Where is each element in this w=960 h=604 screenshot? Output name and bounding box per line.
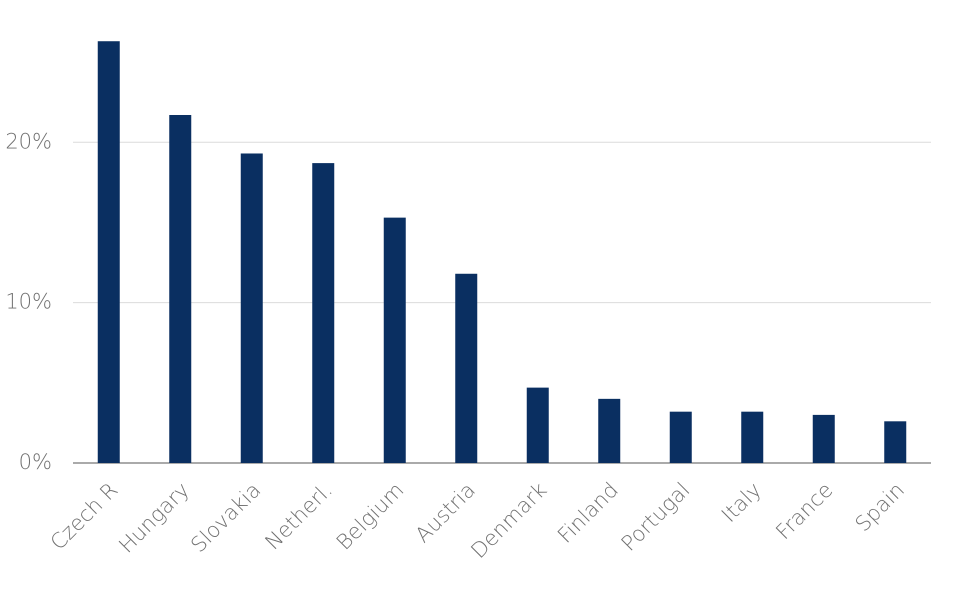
bar [884, 421, 907, 463]
bar [526, 387, 549, 463]
y-tick-label: 10% [5, 290, 52, 314]
x-tick-label: Italy [717, 478, 766, 527]
x-tick-label: Slovakia [186, 478, 265, 557]
bar [598, 398, 621, 463]
bar [169, 114, 192, 463]
x-tick-label: Netherl. [260, 478, 337, 555]
y-tick-label: 20% [5, 129, 52, 153]
x-tick-label: Denmark [466, 478, 551, 563]
bar [741, 411, 764, 463]
x-tick-label: Finland [553, 478, 623, 548]
x-tick-label: Portugal [617, 478, 695, 556]
bar [240, 153, 263, 464]
bar [669, 411, 692, 463]
x-tick-label: Belgium [332, 478, 409, 555]
x-tick-label: Austria [411, 478, 480, 547]
bar [455, 273, 478, 463]
bar [97, 41, 120, 464]
bar [312, 163, 335, 463]
bar [812, 414, 835, 463]
x-tick-label: Czech R [46, 478, 123, 555]
x-tick-label: Spain [851, 478, 909, 536]
bar [383, 217, 406, 463]
x-tick-label: France [771, 478, 837, 544]
y-tick-label: 0% [19, 450, 52, 474]
x-tick-label: Hungary [114, 478, 194, 558]
